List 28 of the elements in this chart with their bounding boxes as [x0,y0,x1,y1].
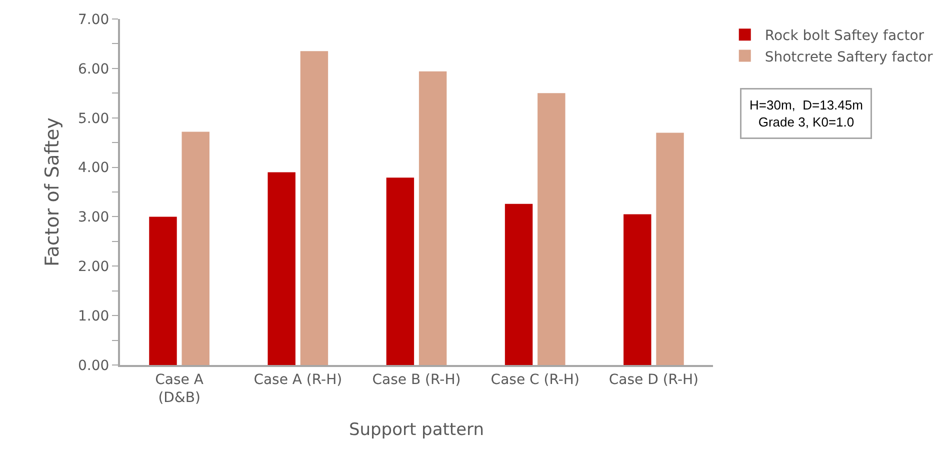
y-axis-title: Factor of Saftey [41,118,64,266]
bar [418,71,447,365]
x-tick-label: Case C (R-H) [490,372,580,388]
x-tick-label: Case D (R-H) [608,372,699,388]
x-tick-label: Case A (D&B) [155,372,204,406]
y-tick-label: 0.00 [78,358,110,374]
bar [656,132,684,365]
y-tick-label: 4.00 [78,160,110,176]
x-tick-label: Case B (R-H) [372,372,461,388]
bar [504,204,533,365]
y-tick-label: 1.00 [78,308,110,324]
y-tick-label: 3.00 [78,210,110,226]
bar [300,51,328,365]
x-tick-label: Case A (R-H) [254,372,342,388]
y-tick-label: 2.00 [78,259,110,276]
bar [624,214,652,365]
bar [182,132,210,365]
legend-label: Shotcrete Saftery factor [764,49,933,66]
y-tick-label: 6.00 [78,61,110,78]
text: H=30m, D=13.45m Grade 3, K0=1.0 [750,98,863,130]
bar [386,178,414,365]
legend-label: Rock bolt Saftey factor [764,28,924,44]
x-axis-title: Support pattern [348,420,484,440]
bar [538,93,566,365]
y-tick-label: 7.00 [78,12,110,28]
y-tick-label: 5.00 [78,110,110,127]
bar [268,172,296,365]
bar [149,216,177,365]
